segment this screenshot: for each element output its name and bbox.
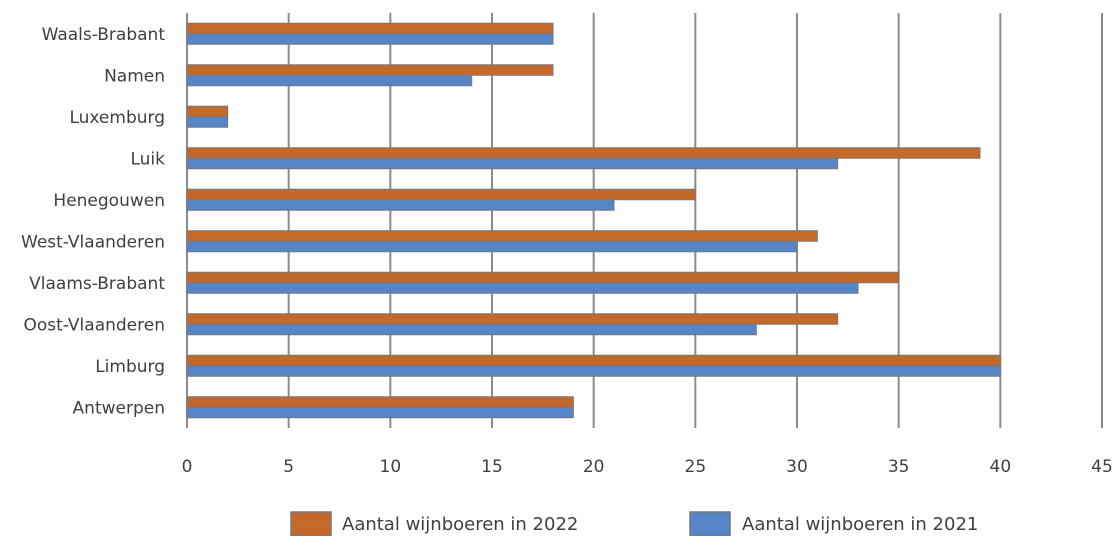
bar-2022 [186, 105, 229, 118]
category-label: Luxemburg [69, 108, 165, 128]
bar-2021 [186, 33, 554, 45]
bar-2022 [186, 64, 554, 76]
bar-2021 [186, 157, 839, 170]
bars [186, 22, 1001, 419]
category-label: Oost-Vlaanderen [23, 315, 165, 335]
category-label: Henegouwen [53, 191, 165, 211]
x-tick-label: 25 [685, 457, 707, 477]
x-tick-label: 0 [182, 457, 193, 477]
legend-label-2022: Aantal wijnboeren in 2022 [342, 514, 578, 535]
category-labels: Waals-Brabant Namen Luxemburg Luik Henegouwe… [21, 25, 165, 419]
bar-2021 [186, 365, 1001, 377]
bar-2022 [186, 313, 839, 325]
category-label: Waals-Brabant [42, 25, 166, 45]
category-label: Limburg [95, 357, 165, 377]
bar-2022 [186, 230, 818, 242]
bar-2022 [186, 271, 900, 284]
bar-2021 [186, 74, 473, 87]
category-label: Luik [130, 149, 165, 169]
bar-2021 [186, 199, 615, 211]
bar-2021 [186, 116, 229, 128]
legend-swatch-2021 [689, 511, 731, 536]
legend-label-2021: Aantal wijnboeren in 2021 [742, 514, 978, 535]
x-tick-label: 5 [283, 457, 294, 477]
x-tick-label: 30 [786, 457, 808, 477]
category-label: Namen [104, 66, 165, 86]
legend-swatch-2022 [290, 511, 332, 536]
bar-2021 [186, 406, 574, 419]
bar-2022 [186, 22, 554, 35]
legend: Aantal wijnboeren in 2022 Aantal wijnboe… [290, 511, 978, 536]
category-label: Antwerpen [73, 398, 165, 418]
x-tick-label: 10 [380, 457, 402, 477]
x-tick-labels: 0 5 10 15 20 25 30 35 40 45 [182, 457, 1113, 477]
x-tick-label: 20 [583, 457, 605, 477]
bar-2022 [186, 188, 696, 201]
bar-2022 [186, 354, 1001, 367]
bar-2022 [186, 396, 574, 408]
x-tick-label: 15 [481, 457, 503, 477]
bar-2021 [186, 240, 798, 253]
category-label: West-Vlaanderen [21, 232, 165, 252]
bar-2022 [186, 147, 981, 159]
x-tick-label: 35 [888, 457, 910, 477]
x-tick-label: 40 [990, 457, 1012, 477]
x-tick-label: 45 [1091, 457, 1113, 477]
bar-2021 [186, 323, 757, 336]
category-label: Vlaams-Brabant [29, 274, 165, 294]
bar-2021 [186, 282, 859, 294]
